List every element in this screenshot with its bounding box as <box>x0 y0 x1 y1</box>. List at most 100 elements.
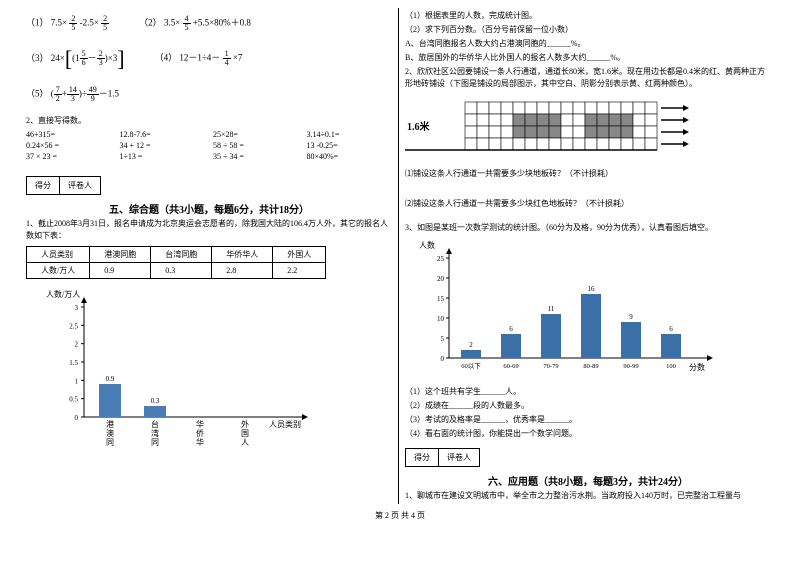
svg-text:华: 华 <box>196 419 204 429</box>
grader-label: 评卷人 <box>439 449 479 466</box>
svg-text:10: 10 <box>437 315 445 323</box>
page-container: （1） 7.5× 25 -2.5× 25 （2） 3.5× 45 +5.5×80… <box>20 8 780 504</box>
mental-item: 12.8-7.6= <box>120 130 206 139</box>
svg-text:分数: 分数 <box>689 362 705 372</box>
mental-item: 3.14÷0.1= <box>307 130 393 139</box>
section6-title: 六、应用题（共8小题，每题3分，共计24分） <box>405 473 771 488</box>
q2-sub1: ⑴铺设这条人行通道一共需要多少块地板砖？（不计损耗） <box>405 168 771 180</box>
f1-a: 7.5× <box>51 18 67 28</box>
svg-text:70-79: 70-79 <box>543 363 558 370</box>
svg-text:9: 9 <box>629 313 633 321</box>
td: 0.3 <box>151 262 212 278</box>
q1-line: B、旅居国外的华侨华人比外国人的报名人数多大约______%。 <box>405 52 771 64</box>
score-label: 得分 <box>406 449 439 466</box>
f4-frac1: 14 <box>223 50 231 67</box>
score-box-2: 得分 评卷人 <box>405 448 480 467</box>
td: 2.8 <box>212 262 273 278</box>
svg-text:0.5: 0.5 <box>69 395 78 403</box>
left-column: （1） 7.5× 25 -2.5× 25 （2） 3.5× 45 +5.5×80… <box>20 8 398 504</box>
f4-label: （4） <box>155 53 178 63</box>
td: 0.9 <box>90 262 151 278</box>
grid-diagram: 1.6米 <box>405 96 715 158</box>
formula-row-2: （3） 24×[(156－23)×3] （4） 12－1÷4－ 14 ×7 <box>26 46 392 72</box>
svg-text:台: 台 <box>151 419 159 429</box>
mental-item: 1÷13 = <box>120 152 206 161</box>
svg-text:2: 2 <box>469 341 473 349</box>
svg-text:同: 同 <box>151 438 159 447</box>
svg-text:60以下: 60以下 <box>461 362 481 370</box>
th: 外国人 <box>273 246 326 262</box>
svg-text:1: 1 <box>75 377 79 385</box>
q1-text: 1、截止2008年3月31日，报名申请成为北京奥运会志愿者的，除我国大陆的106… <box>26 218 392 242</box>
q2-text: 2、欣欣社区公园要铺设一条人行通道，通道长80米，宽1.6米。现在用边长都是0.… <box>405 66 771 90</box>
formula-row-3: （5） (72+143)÷499－1.5 <box>26 82 392 107</box>
q3-line: （2）成绩在______段的人数最多。 <box>405 400 771 412</box>
q2-sub2: ⑵铺设这条人行通道一共需要多少块红色地板砖？（不计损耗） <box>405 198 771 210</box>
svg-text:0: 0 <box>75 414 79 422</box>
q1-line: （2）求下列百分数。（百分号前保留一位小数） <box>405 24 771 36</box>
q1-line: A、台湾同胞报名人数大约占港澳同胞的______%。 <box>405 38 771 50</box>
svg-text:3: 3 <box>75 304 79 312</box>
q3-line: （3）考试的及格率是______，优秀率是______。 <box>405 414 771 426</box>
mental-item: 13 -0.25= <box>307 141 393 150</box>
f3-frac2: 23 <box>97 50 105 67</box>
svg-text:国: 国 <box>241 429 249 438</box>
mental-title: 2、直接写得数。 <box>26 115 392 127</box>
svg-text:90-99: 90-99 <box>623 363 638 370</box>
svg-text:60-69: 60-69 <box>503 363 518 370</box>
svg-text:1.5: 1.5 <box>69 359 78 367</box>
f1-frac1: 25 <box>69 15 77 32</box>
svg-text:100: 100 <box>666 363 676 370</box>
svg-text:华: 华 <box>196 437 204 447</box>
svg-text:11: 11 <box>548 305 555 313</box>
f5-frac2: 143 <box>67 86 79 103</box>
f5-frac1: 72 <box>54 86 62 103</box>
mental-item: 58 ÷ 58 = <box>213 141 299 150</box>
q6-text: 1、聊城市在建设文明城市中，举全市之力整治污水荆。当政府投入140万时，已完整治… <box>405 490 771 502</box>
th: 台湾同胞 <box>151 246 212 262</box>
svg-text:15: 15 <box>437 295 445 303</box>
f5-label: （5） <box>26 88 49 98</box>
svg-text:2: 2 <box>75 340 79 348</box>
mental-item: 34 + 12 = <box>120 141 206 150</box>
svg-text:港: 港 <box>106 419 114 429</box>
svg-text:1.6米: 1.6米 <box>407 120 431 133</box>
svg-text:胞: 胞 <box>151 446 159 447</box>
f1-frac2: 25 <box>101 15 109 32</box>
q1-line: （1）根据表里的人数，完成统计图。 <box>405 10 771 22</box>
f2-frac1: 45 <box>183 15 191 32</box>
formula-row-1: （1） 7.5× 25 -2.5× 25 （2） 3.5× 45 +5.5×80… <box>26 11 392 36</box>
f2-a: 3.5× <box>164 18 180 28</box>
formula-1: （1） 7.5× 25 -2.5× 25 <box>26 15 109 32</box>
mental-grid: 46+315= 12.8-7.6= 25×28= 3.14÷0.1= 0.24×… <box>26 130 392 161</box>
f5-frac3: 499 <box>87 86 99 103</box>
svg-text:0.3: 0.3 <box>151 397 160 405</box>
svg-text:同: 同 <box>106 438 114 447</box>
svg-text:侨: 侨 <box>196 428 204 438</box>
grader-label: 评卷人 <box>60 177 100 194</box>
q3-line: （4）看右面的统计图，你能提出一个数学问题。 <box>405 428 771 440</box>
svg-text:80-89: 80-89 <box>583 363 598 370</box>
f3-label: （3） <box>26 53 49 63</box>
f3-a: 24× <box>51 53 65 63</box>
td: 人数/万人 <box>27 262 90 278</box>
svg-text:6: 6 <box>669 325 673 333</box>
svg-text:16: 16 <box>588 285 596 293</box>
f2-b: +5.5×80%＋0.8 <box>193 18 251 28</box>
th: 港澳同胞 <box>90 246 151 262</box>
svg-text:胞: 胞 <box>106 446 114 447</box>
score-label: 得分 <box>27 177 60 194</box>
mental-item: 80×40%= <box>307 152 393 161</box>
svg-text:2.5: 2.5 <box>69 322 78 330</box>
page-footer: 第 2 页 共 4 页 <box>20 510 780 521</box>
th: 华侨华人 <box>212 246 273 262</box>
q3-line: （1）这个班共有学生______人。 <box>405 386 771 398</box>
svg-text:5: 5 <box>441 335 445 343</box>
f1-label: （1） <box>26 18 49 28</box>
data-table: 人员类别 港澳同胞 台湾同胞 华侨华人 外国人 人数/万人 0.9 0.3 2.… <box>26 246 326 279</box>
barchart-1: 人数/万人32.521.510.50人员类别0.9港澳同胞0.3台湾同胞华侨华人… <box>46 287 336 447</box>
svg-text:湾: 湾 <box>151 428 159 438</box>
td: 2.2 <box>273 262 326 278</box>
formula-4: （4） 12－1÷4－ 14 ×7 <box>155 50 243 68</box>
svg-text:人: 人 <box>241 438 249 447</box>
